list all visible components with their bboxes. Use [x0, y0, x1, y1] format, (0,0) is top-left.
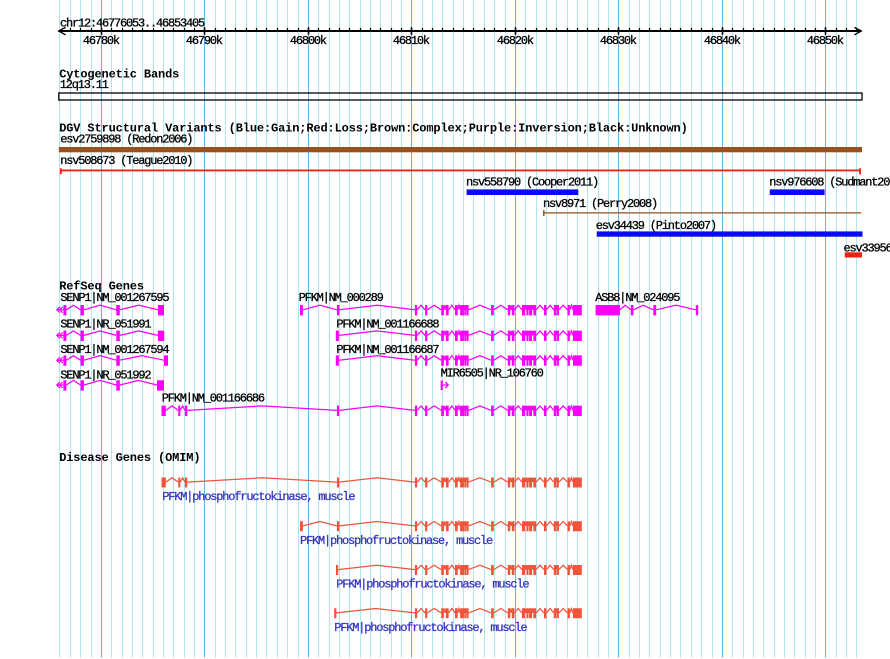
- svg-text:Cytogenetic Bands: Cytogenetic Bands: [59, 67, 179, 81]
- svg-text:46800k: 46800k: [290, 34, 327, 48]
- svg-text:PFKM|phosphofructokinase, musc: PFKM|phosphofructokinase, muscle: [162, 490, 355, 504]
- svg-text:SENP1|NM_001267594: SENP1|NM_001267594: [60, 343, 169, 357]
- svg-text:SENP1|NR_051991: SENP1|NR_051991: [60, 317, 151, 331]
- svg-text:46790k: 46790k: [186, 34, 223, 48]
- svg-text:46810k: 46810k: [393, 34, 430, 48]
- svg-text:46830k: 46830k: [600, 34, 637, 48]
- svg-text:chr12:46776053..46853405: chr12:46776053..46853405: [60, 16, 205, 30]
- svg-text:esv33956: esv33956: [844, 241, 890, 255]
- svg-text:PFKM|NM_001166688: PFKM|NM_001166688: [336, 317, 439, 331]
- svg-text:esv34439 (Pinto2007): esv34439 (Pinto2007): [596, 219, 716, 233]
- svg-text:46820k: 46820k: [497, 34, 534, 48]
- svg-text:PFKM|NM_001166686: PFKM|NM_001166686: [162, 392, 265, 406]
- svg-text:46780k: 46780k: [83, 34, 120, 48]
- svg-text:12q13.11: 12q13.11: [60, 78, 109, 92]
- svg-text:nsv558790 (Cooper2011): nsv558790 (Cooper2011): [466, 175, 598, 189]
- svg-text:ASB8|NM_024095: ASB8|NM_024095: [595, 291, 680, 305]
- svg-text:RefSeq Genes: RefSeq Genes: [59, 279, 144, 293]
- svg-text:MIR6505|NR_106760: MIR6505|NR_106760: [441, 367, 544, 381]
- svg-text:PFKM|NM_000289: PFKM|NM_000289: [299, 291, 384, 305]
- svg-text:PFKM|NM_001166687: PFKM|NM_001166687: [336, 343, 439, 357]
- svg-text:nsv508673 (Teague2010): nsv508673 (Teague2010): [60, 154, 192, 168]
- svg-text:46840k: 46840k: [704, 34, 741, 48]
- svg-text:nsv8971 (Perry2008): nsv8971 (Perry2008): [543, 197, 657, 211]
- svg-text:PFKM|phosphofructokinase, musc: PFKM|phosphofructokinase, muscle: [334, 621, 527, 635]
- svg-text:SENP1|NR_051992: SENP1|NR_051992: [60, 369, 151, 383]
- svg-text:PFKM|phosphofructokinase, musc: PFKM|phosphofructokinase, muscle: [300, 534, 493, 548]
- svg-text:DGV Structural Variants (Blue:: DGV Structural Variants (Blue:Gain;Red:L…: [59, 122, 687, 136]
- svg-text:46850k: 46850k: [807, 34, 844, 48]
- svg-text:PFKM|phosphofructokinase, musc: PFKM|phosphofructokinase, muscle: [336, 578, 529, 592]
- svg-text:nsv976608 (Sudmant2015): nsv976608 (Sudmant2015): [769, 175, 890, 189]
- svg-text:SENP1|NM_001267595: SENP1|NM_001267595: [60, 291, 169, 305]
- svg-text:esv2759898 (Redon2006): esv2759898 (Redon2006): [60, 133, 192, 147]
- svg-text:Disease Genes (OMIM): Disease Genes (OMIM): [59, 451, 200, 465]
